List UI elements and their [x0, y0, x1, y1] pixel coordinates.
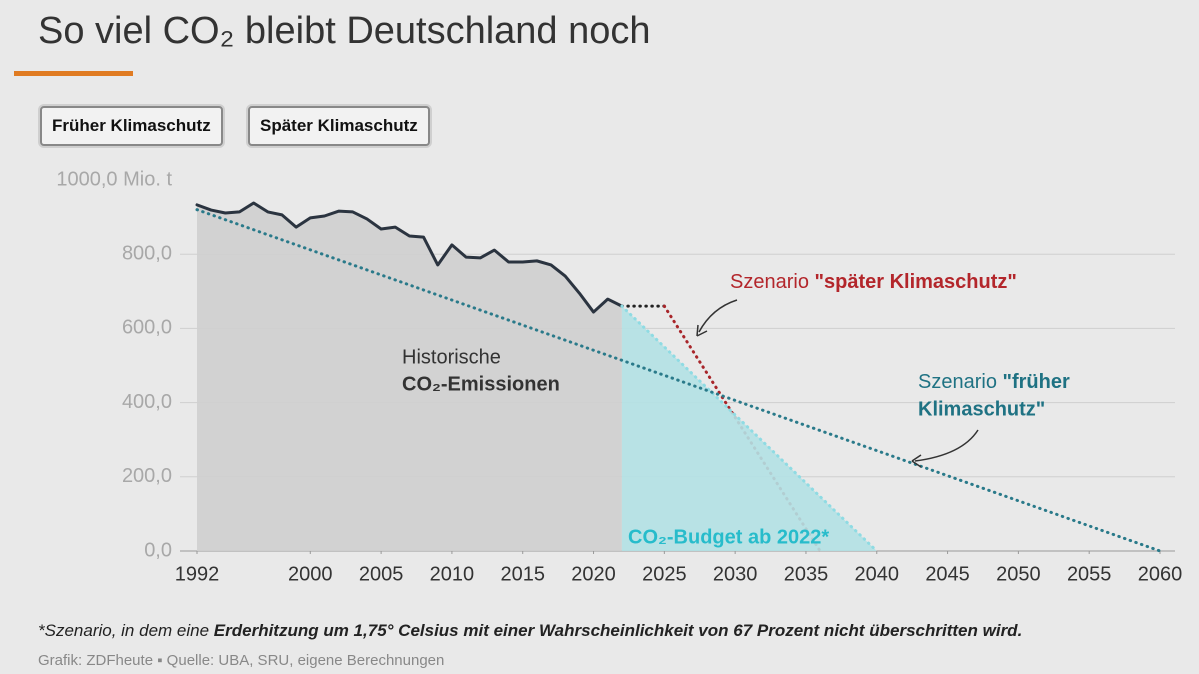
- x-tick-label: 2005: [359, 563, 404, 585]
- annotation: Szenario "früher: [918, 371, 1070, 393]
- page-title: So viel CO₂ bleibt Deutschland noch: [38, 10, 651, 52]
- x-tick-label: 2030: [713, 563, 758, 585]
- footnote: *Szenario, in dem eine Erderhitzung um 1…: [38, 621, 1022, 641]
- x-tick-label: 2015: [500, 563, 545, 585]
- y-tick-label: 0,0: [144, 539, 172, 561]
- y-tick-label: 1000,0 Mio. t: [56, 168, 172, 190]
- chart: Szenario "später Klimaschutz" Historisch…: [56, 168, 1183, 585]
- x-tick-label: 2000: [288, 563, 333, 585]
- x-tick-label: 2050: [996, 563, 1041, 585]
- line: [620, 304, 879, 553]
- y-tick-label: 600,0: [122, 317, 172, 339]
- y-tick-label: 400,0: [122, 391, 172, 413]
- line: [195, 201, 624, 314]
- x-tick-label: 2025: [642, 563, 687, 585]
- footnote-text: *Szenario, in dem eine: [38, 621, 214, 640]
- x-tick-label: 2035: [784, 563, 829, 585]
- x-tick-label: 2055: [1067, 563, 1112, 585]
- annotation: CO₂-Budget ab 2022*: [628, 526, 829, 548]
- annotation: Historische: [402, 346, 501, 368]
- y-tick-label: 200,0: [122, 465, 172, 487]
- arrowhead: [696, 324, 708, 337]
- annotation: CO₂-Emissionen: [402, 373, 560, 395]
- scenario-button[interactable]: Später Klimaschutz: [248, 106, 430, 146]
- arrowhead: [911, 454, 922, 468]
- scenario-button[interactable]: Früher Klimaschutz: [40, 106, 223, 146]
- x-tick-label: 2045: [925, 563, 970, 585]
- source: Grafik: ZDFheute ▪ Quelle: UBA, SRU, eig…: [38, 652, 445, 669]
- x-tick-label: 2010: [430, 563, 475, 585]
- x-tick-label: 2020: [571, 563, 616, 585]
- area: [197, 203, 622, 551]
- arrow: [698, 299, 738, 333]
- annotation: Klimaschutz": [918, 398, 1045, 420]
- title-accent: [14, 71, 133, 76]
- annotation: Szenario "später Klimaschutz": [730, 271, 1017, 293]
- x-tick-label: 2040: [855, 563, 900, 585]
- y-tick-label: 800,0: [122, 242, 172, 264]
- line: [195, 208, 1162, 553]
- arrow: [914, 429, 979, 462]
- x-tick-label: 2060: [1138, 563, 1183, 585]
- footnote-bold: Erderhitzung um 1,75° Celsius mit einer …: [213, 621, 1023, 640]
- x-tick-label: 1992: [175, 563, 220, 585]
